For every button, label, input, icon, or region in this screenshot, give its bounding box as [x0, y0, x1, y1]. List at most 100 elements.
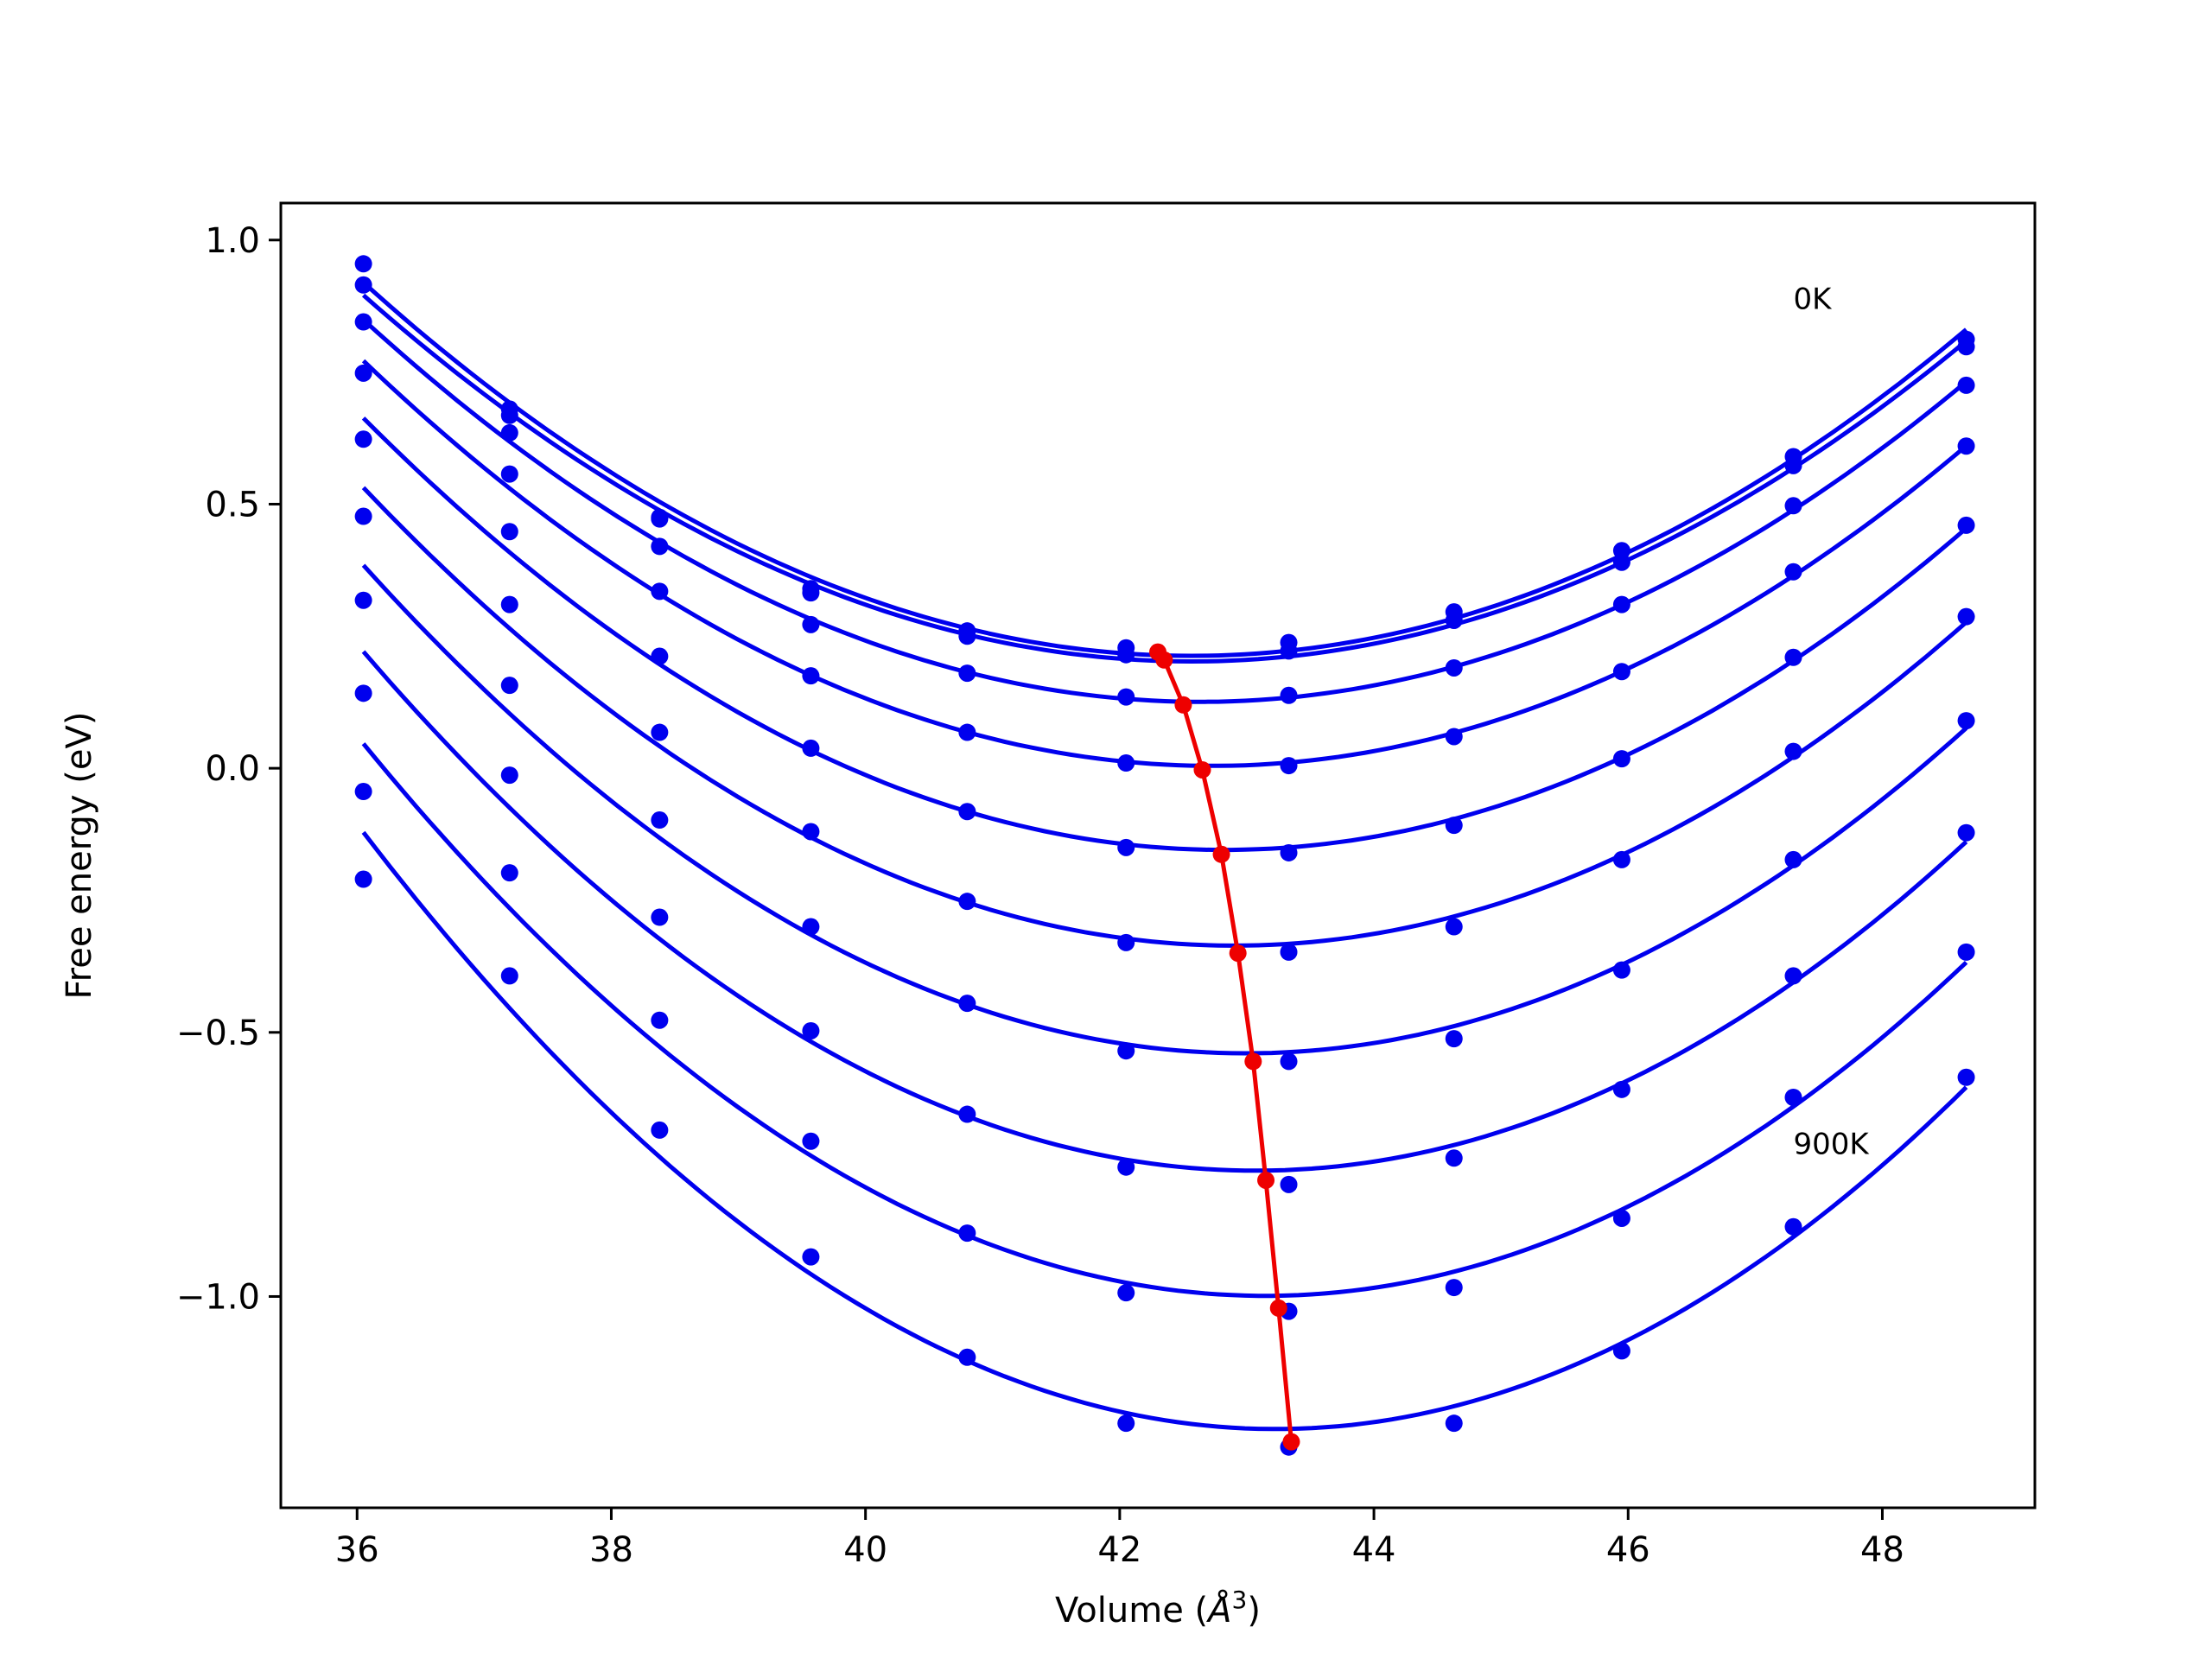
data-point-4-1 — [500, 523, 518, 541]
data-point-3-5 — [1117, 754, 1135, 772]
series-line-7 — [361, 650, 1968, 1173]
y-axis-ticks: 1.0 0.5 0.0 −0.5 −1.0 — [176, 221, 281, 1317]
data-point-8-9 — [1784, 1088, 1802, 1106]
minimum-point-7 — [1257, 1171, 1275, 1189]
series-line-1 — [361, 293, 1968, 664]
data-point-8-2 — [651, 1011, 669, 1029]
data-point-7-7 — [1445, 1149, 1463, 1167]
data-point-2-1 — [500, 423, 518, 442]
series-line-9 — [361, 830, 1968, 1432]
data-point-5-8 — [1612, 850, 1630, 868]
data-point-9-7 — [1445, 1414, 1463, 1433]
x-tick-label-36: 36 — [335, 1530, 379, 1570]
y-tick-label-3: −0.5 — [176, 1014, 260, 1053]
data-point-7-3 — [802, 1021, 820, 1039]
data-points — [354, 255, 1975, 1456]
x-axis-label-unit: Å — [1205, 1589, 1231, 1630]
minimum-point-4 — [1212, 845, 1230, 863]
data-point-5-7 — [1445, 918, 1463, 936]
data-point-3-4 — [958, 723, 976, 741]
data-point-1-1 — [500, 406, 518, 424]
data-point-2-0 — [354, 313, 372, 331]
x-tick-label-40: 40 — [843, 1530, 887, 1570]
data-point-3-10 — [1957, 437, 1975, 455]
data-point-2-5 — [1117, 688, 1135, 706]
data-point-4-6 — [1280, 843, 1298, 861]
data-point-6-4 — [958, 995, 976, 1013]
data-point-3-8 — [1612, 663, 1630, 681]
data-point-3-9 — [1784, 563, 1802, 581]
data-point-5-1 — [500, 595, 518, 613]
data-point-5-10 — [1957, 607, 1975, 626]
y-tick-label-1: 0.5 — [205, 485, 260, 524]
plot-frame — [279, 201, 2037, 1510]
data-point-9-9 — [1784, 1217, 1802, 1236]
minima-line — [1156, 651, 1294, 1442]
data-point-1-9 — [1784, 456, 1802, 474]
data-point-3-2 — [651, 582, 669, 601]
y-axis-label: Free energy (eV) — [60, 712, 99, 1000]
data-point-7-10 — [1957, 823, 1975, 842]
data-point-6-7 — [1445, 1030, 1463, 1048]
data-point-7-8 — [1612, 1080, 1630, 1098]
x-tick-label-44: 44 — [1352, 1530, 1396, 1570]
x-axis-ticks: 36 38 40 42 44 46 48 — [335, 1508, 1904, 1570]
data-point-1-0 — [354, 276, 372, 294]
data-point-1-7 — [1445, 611, 1463, 629]
data-point-8-7 — [1445, 1279, 1463, 1297]
data-point-4-10 — [1957, 516, 1975, 534]
data-point-5-2 — [651, 723, 669, 741]
data-point-7-0 — [354, 684, 372, 702]
data-point-1-10 — [1957, 338, 1975, 356]
annotation-0: 0K — [1794, 282, 1834, 316]
data-point-5-4 — [958, 893, 976, 911]
data-point-6-9 — [1784, 850, 1802, 868]
minimum-point-6 — [1244, 1052, 1262, 1071]
y-tick-label-4: −1.0 — [176, 1277, 260, 1317]
x-tick-label-38: 38 — [589, 1530, 633, 1570]
series-line-4 — [361, 416, 1968, 853]
minimum-point-9 — [1282, 1433, 1300, 1451]
data-point-5-3 — [802, 823, 820, 841]
series-line-8 — [361, 742, 1968, 1299]
minimum-point-5 — [1229, 944, 1247, 963]
data-point-7-4 — [958, 1105, 976, 1123]
data-point-6-2 — [651, 811, 669, 830]
data-point-2-4 — [958, 664, 976, 683]
data-point-6-1 — [500, 677, 518, 695]
data-point-9-5 — [1117, 1414, 1135, 1433]
annotation-1: 900K — [1794, 1127, 1871, 1161]
data-point-3-1 — [500, 465, 518, 483]
data-point-6-6 — [1280, 1052, 1298, 1071]
data-point-4-4 — [958, 803, 976, 821]
data-point-4-8 — [1612, 750, 1630, 768]
data-point-6-5 — [1117, 1042, 1135, 1060]
data-point-0-0 — [354, 255, 372, 273]
data-point-2-9 — [1784, 497, 1802, 515]
data-point-2-10 — [1957, 376, 1975, 394]
data-point-5-6 — [1280, 943, 1298, 961]
data-point-5-0 — [354, 507, 372, 525]
data-point-9-2 — [651, 1121, 669, 1139]
data-point-7-6 — [1280, 1175, 1298, 1193]
data-point-4-7 — [1445, 817, 1463, 835]
data-point-9-10 — [1957, 1068, 1975, 1086]
data-point-1-5 — [1117, 645, 1135, 664]
data-point-2-8 — [1612, 595, 1630, 613]
data-point-3-6 — [1280, 757, 1298, 775]
data-point-6-10 — [1957, 712, 1975, 730]
x-axis-label-text: Volume ( — [1055, 1591, 1208, 1630]
x-tick-label-48: 48 — [1860, 1530, 1904, 1570]
x-tick-label-46: 46 — [1606, 1530, 1650, 1570]
data-point-8-0 — [354, 783, 372, 801]
series-line-6 — [361, 563, 1968, 1056]
data-point-5-9 — [1784, 742, 1802, 760]
minimum-point-8 — [1269, 1299, 1287, 1317]
data-point-2-3 — [802, 615, 820, 633]
x-tick-label-42: 42 — [1097, 1530, 1141, 1570]
data-point-8-1 — [500, 864, 518, 882]
data-point-4-2 — [651, 647, 669, 665]
data-point-6-0 — [354, 591, 372, 609]
x-axis-label-exp: 3 — [1232, 1586, 1248, 1614]
